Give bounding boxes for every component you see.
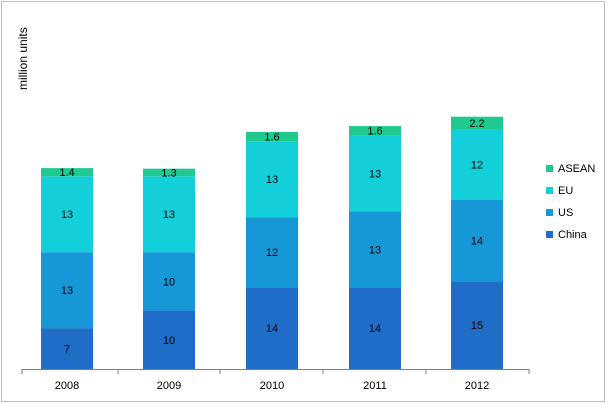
legend-label-china: China [558, 229, 588, 241]
x-tick-label-2011: 2011 [363, 380, 387, 392]
bar-segment-china-2008 [41, 328, 93, 369]
bar-segment-asean-2010 [246, 131, 298, 142]
data-label-asean-2008: 1.4 [59, 167, 74, 179]
data-label-eu-2012: 12 [471, 160, 483, 172]
bar-segment-eu-2009 [143, 176, 195, 253]
data-label-china-2008: 7 [64, 344, 70, 356]
bar-segment-asean-2009 [143, 168, 195, 177]
data-label-asean-2009: 1.3 [161, 167, 176, 179]
data-label-eu-2008: 13 [61, 209, 73, 221]
bar-segment-eu-2010 [246, 141, 298, 218]
bar-segment-china-2009 [143, 310, 195, 369]
bar-segment-us-2008 [41, 252, 93, 329]
data-label-asean-2011: 1.6 [367, 126, 382, 138]
bar-segment-asean-2008 [41, 168, 93, 177]
data-label-eu-2009: 13 [163, 209, 175, 221]
data-label-china-2010: 14 [266, 323, 278, 335]
data-label-us-2009: 10 [163, 276, 175, 288]
bar-segment-eu-2008 [41, 176, 93, 253]
x-tick-label-2008: 2008 [55, 380, 79, 392]
bar-segment-china-2012 [451, 281, 503, 369]
bar-segment-eu-2012 [451, 129, 503, 200]
data-label-china-2012: 15 [471, 320, 483, 332]
bar-segment-eu-2011 [349, 135, 401, 212]
data-label-us-2010: 12 [266, 247, 278, 259]
bar-segment-us-2012 [451, 199, 503, 282]
bar-segment-us-2009 [143, 252, 195, 311]
bar-segment-china-2011 [349, 287, 401, 369]
data-label-asean-2012: 2.2 [469, 118, 484, 130]
x-tick-label-2009: 2009 [157, 380, 181, 392]
data-label-eu-2010: 13 [266, 174, 278, 186]
data-label-us-2012: 14 [471, 236, 483, 248]
bar-segment-us-2010 [246, 217, 298, 288]
legend-label-eu: EU [558, 185, 573, 197]
data-label-china-2009: 10 [163, 335, 175, 347]
data-label-asean-2010: 1.6 [264, 132, 279, 144]
x-tick-label-2010: 2010 [260, 380, 284, 392]
x-tick-label-2012: 2012 [465, 380, 489, 392]
legend-swatch-us [546, 209, 553, 216]
bar-segment-asean-2012 [451, 116, 503, 130]
legend-swatch-china [546, 231, 553, 238]
bar-segment-us-2011 [349, 211, 401, 288]
bar-segment-china-2010 [246, 287, 298, 369]
legend-label-us: US [558, 207, 573, 219]
data-label-us-2011: 13 [369, 244, 381, 256]
data-label-china-2011: 14 [369, 323, 381, 335]
data-label-us-2008: 13 [61, 285, 73, 297]
legend-swatch-eu [546, 187, 553, 194]
bar-segment-asean-2011 [349, 126, 401, 136]
legend-swatch-asean [546, 165, 553, 172]
legend-label-asean: ASEAN [558, 163, 595, 175]
data-label-eu-2011: 13 [369, 168, 381, 180]
